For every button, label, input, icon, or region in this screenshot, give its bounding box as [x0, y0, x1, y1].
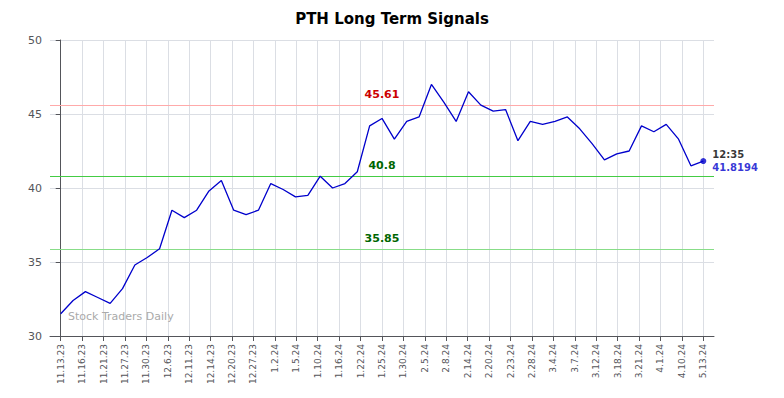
svg-text:50: 50 [28, 34, 42, 47]
svg-text:11.21.23: 11.21.23 [99, 344, 109, 384]
svg-text:40.8: 40.8 [368, 159, 395, 172]
svg-text:11.30.23: 11.30.23 [141, 344, 151, 384]
svg-text:11.27.23: 11.27.23 [120, 344, 130, 384]
svg-text:12.27.23: 12.27.23 [248, 344, 258, 384]
svg-text:2.8.24: 2.8.24 [441, 344, 451, 373]
svg-text:45: 45 [28, 108, 42, 121]
svg-text:1.25.24: 1.25.24 [377, 344, 387, 379]
svg-text:2.20.24: 2.20.24 [484, 344, 494, 379]
svg-text:3.18.24: 3.18.24 [613, 344, 623, 379]
svg-text:3.12.24: 3.12.24 [591, 344, 601, 379]
svg-text:1.10.24: 1.10.24 [313, 344, 323, 379]
svg-text:3.4.24: 3.4.24 [548, 344, 558, 373]
svg-text:30: 30 [28, 330, 42, 343]
svg-text:45.61: 45.61 [365, 88, 400, 101]
svg-text:PTH Long Term Signals: PTH Long Term Signals [295, 10, 489, 28]
svg-text:1.22.24: 1.22.24 [356, 344, 366, 379]
svg-text:1.2.24: 1.2.24 [270, 344, 280, 373]
svg-text:1.16.24: 1.16.24 [334, 344, 344, 379]
svg-text:4.10.24: 4.10.24 [677, 344, 687, 379]
svg-text:11.13.23: 11.13.23 [56, 344, 66, 384]
svg-text:2.23.24: 2.23.24 [506, 344, 516, 379]
svg-text:11.16.23: 11.16.23 [77, 344, 87, 384]
svg-text:2.28.24: 2.28.24 [527, 344, 537, 379]
svg-text:2.14.24: 2.14.24 [463, 344, 473, 379]
svg-text:Stock Traders Daily: Stock Traders Daily [68, 310, 174, 323]
svg-text:12.20.23: 12.20.23 [227, 344, 237, 384]
svg-text:3.7.24: 3.7.24 [570, 344, 580, 373]
svg-text:35: 35 [28, 256, 42, 269]
svg-text:12.11.23: 12.11.23 [184, 344, 194, 384]
svg-text:12.14.23: 12.14.23 [206, 344, 216, 384]
svg-text:40: 40 [28, 182, 42, 195]
svg-text:41.8194: 41.8194 [712, 162, 758, 173]
svg-text:3.21.24: 3.21.24 [634, 344, 644, 379]
svg-text:1.30.24: 1.30.24 [398, 344, 408, 379]
svg-text:12.6.23: 12.6.23 [163, 344, 173, 378]
svg-text:4.1.24: 4.1.24 [655, 344, 665, 373]
svg-text:1.5.24: 1.5.24 [291, 344, 301, 373]
svg-text:2.5.24: 2.5.24 [420, 344, 430, 373]
svg-text:5.13.24: 5.13.24 [698, 344, 708, 379]
svg-text:35.85: 35.85 [365, 232, 400, 245]
svg-text:12:35: 12:35 [712, 149, 744, 160]
